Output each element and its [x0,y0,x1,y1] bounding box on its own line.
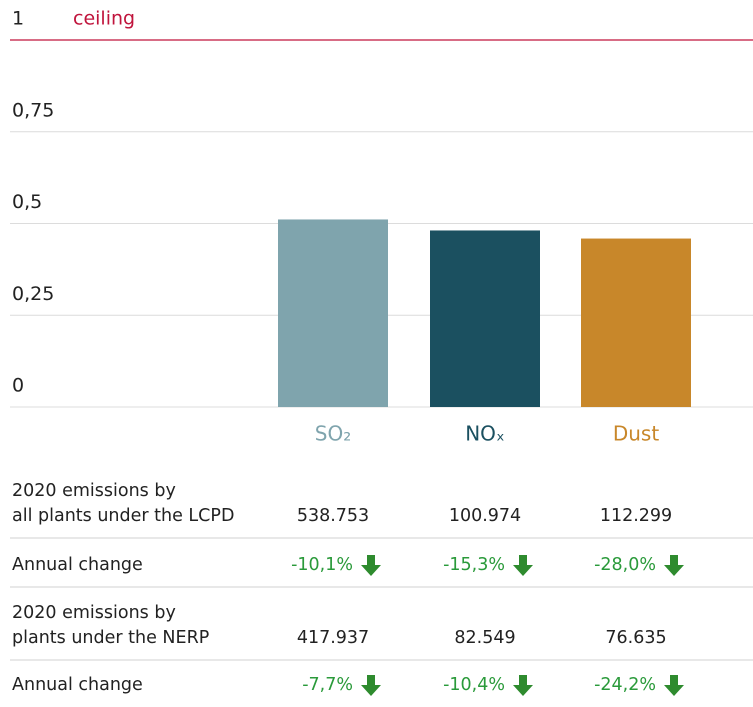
change-value: -28,0% [594,555,656,575]
change-value: -15,3% [443,555,505,575]
category-label: Dust [613,422,659,446]
cell-value: 82.549 [454,628,515,648]
change-value: -10,4% [443,675,505,695]
bar [278,219,388,407]
y-tick-label: 0 [12,375,24,397]
down-arrow [513,555,533,576]
row-label: 2020 emissions by [12,481,176,501]
down-arrow [664,675,684,696]
y-tick-label: 0,25 [12,283,54,305]
row-label: all plants under the LCPD [12,506,234,526]
y-tick-label: 0,75 [12,99,54,121]
down-arrow [361,555,381,576]
change-value: -24,2% [594,675,656,695]
cell-value: 112.299 [600,506,672,526]
row-label: Annual change [12,675,143,695]
row-label: 2020 emissions by [12,603,176,623]
bar [430,230,540,407]
down-arrow [361,675,381,696]
cell-value: 417.937 [297,628,369,648]
ceiling-annotation: ceiling [73,8,135,30]
y-tick-label: 0,5 [12,191,42,213]
cell-value: 76.635 [605,628,666,648]
change-value: -7,7% [302,675,353,695]
row-label: Annual change [12,555,143,575]
category-label: SO₂ [315,422,351,446]
down-arrow [664,555,684,576]
y-tick-label: 1 [12,8,24,30]
bar [581,238,691,407]
row-label: plants under the NERP [12,628,209,648]
category-label: NOₓ [465,422,505,446]
change-value: -10,1% [291,555,353,575]
cell-value: 100.974 [449,506,521,526]
cell-value: 538.753 [297,506,369,526]
down-arrow [513,675,533,696]
